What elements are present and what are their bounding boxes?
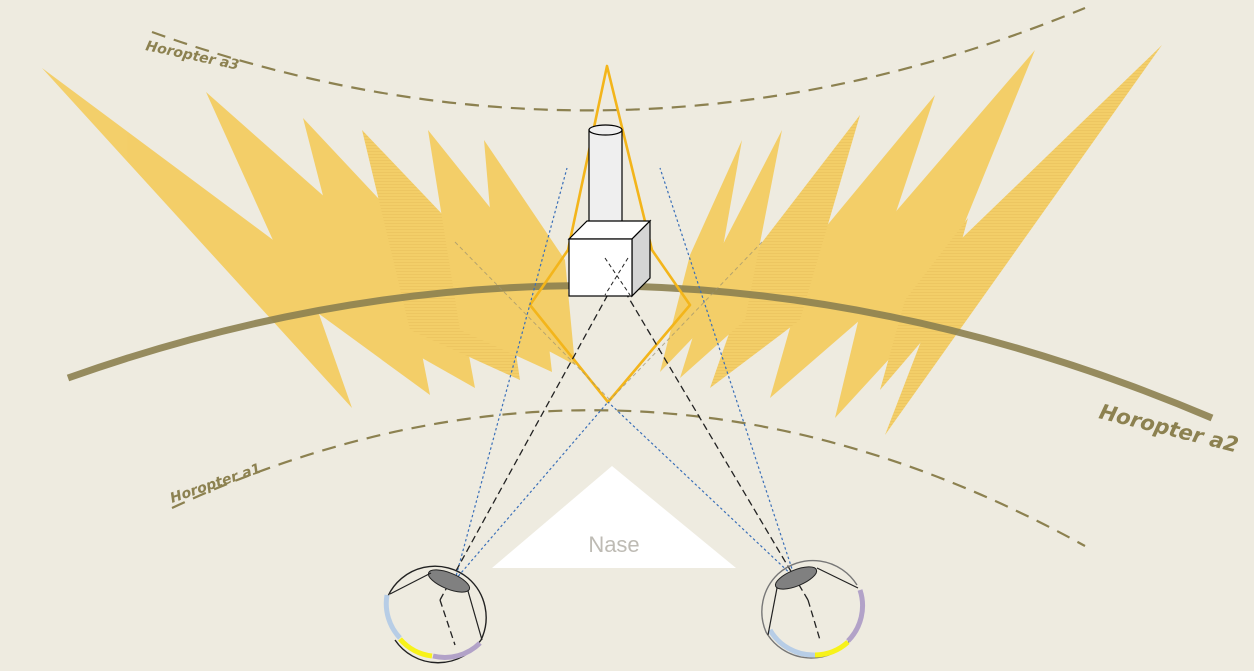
blue-sightline-left-inner xyxy=(454,401,609,581)
cylinder-top xyxy=(588,124,623,136)
right-eye xyxy=(761,559,866,659)
cube-object xyxy=(567,219,652,298)
extension-line-right xyxy=(609,241,763,401)
right-eye-globe xyxy=(761,559,858,659)
cube-front-face xyxy=(568,238,633,297)
right-eye-ray-2 xyxy=(767,587,778,636)
cylinder-object xyxy=(588,124,623,231)
left-retina-blue xyxy=(383,594,402,640)
right-fan xyxy=(660,45,1162,435)
left-eye xyxy=(383,565,487,664)
left-eye-ray-2 xyxy=(467,590,483,641)
right-retina-purple xyxy=(846,589,866,643)
right-fan-shape-4 xyxy=(710,115,860,388)
right-fan-shape-1 xyxy=(885,45,1162,435)
black-sightline-right-retina xyxy=(807,599,821,641)
left-fan-shape-1 xyxy=(42,68,352,408)
black-sightline-left xyxy=(439,257,629,601)
horopter-a3-curve xyxy=(151,6,1086,112)
right-retina-yellow xyxy=(814,640,850,658)
right-fan-shape-7 xyxy=(880,218,968,390)
left-fan xyxy=(42,68,575,408)
right-retina-blue xyxy=(767,628,816,658)
extension-line-left xyxy=(454,241,611,401)
black-sightline-left-retina xyxy=(439,599,456,646)
right-fan-shape-3 xyxy=(770,95,935,398)
right-eye-ray-1 xyxy=(816,567,859,589)
left-eye-ray-1 xyxy=(389,572,432,595)
left-eye-globe xyxy=(387,565,487,664)
left-retina-yellow xyxy=(398,637,433,659)
horopter-a2-label: Horopter a2 xyxy=(1097,400,1241,458)
nose-label: Nase xyxy=(588,532,639,557)
left-eye-lens xyxy=(427,569,471,593)
cylinder-body xyxy=(588,129,623,231)
horopter-a1-curve xyxy=(171,409,1086,547)
black-sightline-right xyxy=(604,257,809,601)
horopter-a1-label: Horopter a1 xyxy=(168,461,263,507)
left-retina-purple xyxy=(432,641,482,660)
blue-sightline-left-outer xyxy=(454,167,568,581)
black-sightlines xyxy=(439,257,821,646)
blue-sightlines xyxy=(454,167,796,581)
right-fan-shape-2 xyxy=(835,50,1035,418)
right-eye-lens xyxy=(774,566,818,590)
right-fan-shape-6 xyxy=(660,140,742,372)
horopter-a3-label: Horopter a3 xyxy=(144,38,240,73)
extension-lines xyxy=(454,241,763,401)
nose-triangle xyxy=(492,466,736,568)
blue-sightline-right-outer xyxy=(659,167,796,579)
horopter-a2-curve xyxy=(66,282,1214,422)
left-fan-shape-6 xyxy=(484,140,575,365)
cube-sightline-cross xyxy=(604,257,631,296)
